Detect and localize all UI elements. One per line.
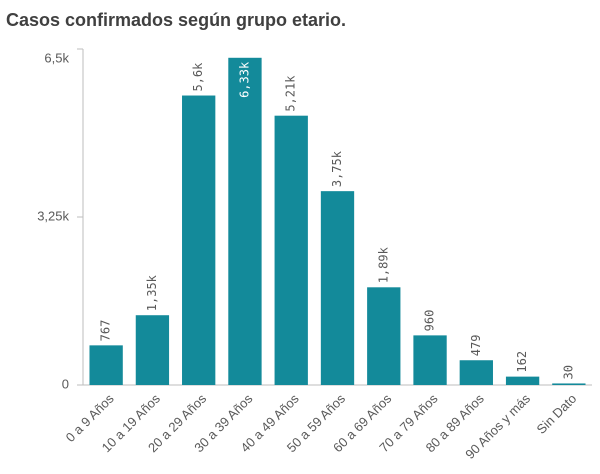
bar [413, 335, 447, 385]
value-label: 5,6k [191, 62, 205, 92]
value-label: 6,33k [237, 61, 251, 98]
value-label: 960 [423, 310, 437, 332]
value-label: 162 [515, 351, 529, 373]
value-label: 1,89k [376, 246, 390, 283]
x-tick-label: Sin Dato [534, 391, 580, 437]
chart-title: Casos confirmados según grupo etario. [6, 10, 346, 30]
bar [505, 376, 540, 385]
bar [135, 315, 170, 385]
bar [182, 95, 216, 386]
value-label: 3,75k [330, 150, 344, 187]
y-tick-label: 3,25k [37, 208, 69, 223]
y-tick-label: 6,5k [44, 50, 69, 65]
bar [228, 57, 262, 386]
value-label: 5,21k [284, 75, 298, 112]
value-label: 1,35k [145, 274, 159, 311]
y-tick-label: 0 [62, 376, 69, 391]
value-label: 767 [99, 320, 113, 342]
bar [459, 360, 493, 385]
bar [89, 345, 123, 385]
bar [274, 115, 308, 385]
value-label: 30 [561, 365, 575, 379]
bar [552, 383, 586, 385]
bar [367, 287, 401, 385]
value-label: 479 [469, 335, 483, 357]
bar [320, 191, 355, 385]
